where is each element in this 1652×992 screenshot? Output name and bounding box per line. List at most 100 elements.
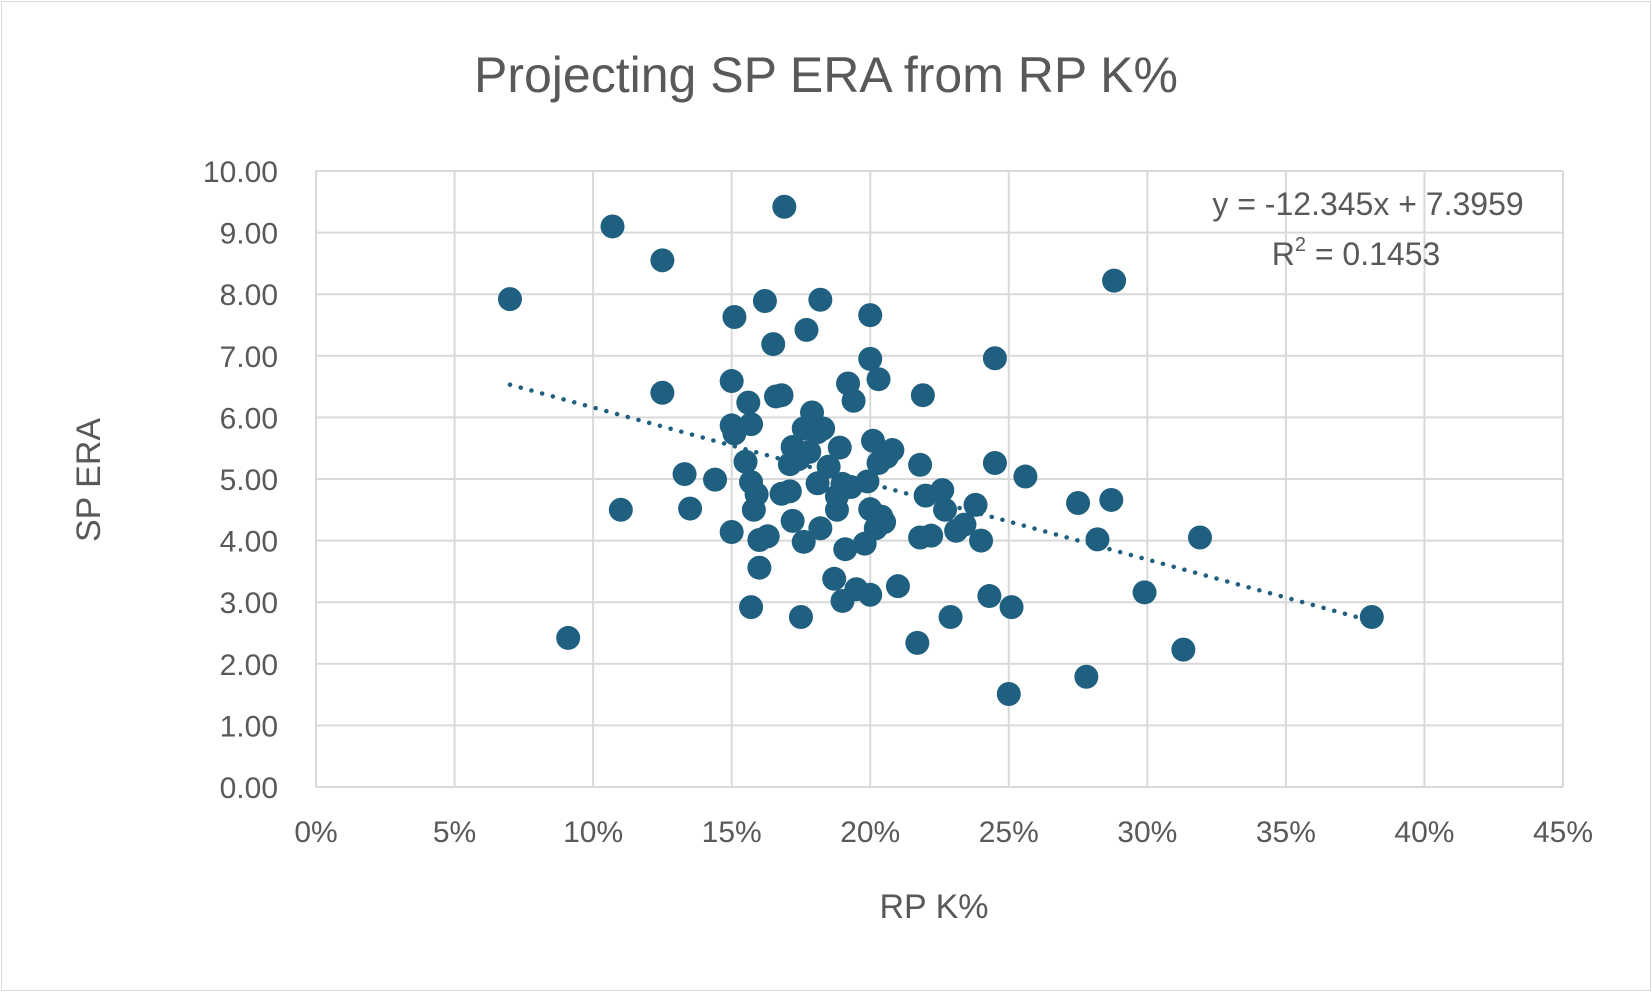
data-point <box>797 439 822 464</box>
trendline-equation: y = -12.345x + 7.3959 <box>1212 186 1523 222</box>
x-tick-label: 10% <box>563 816 623 849</box>
data-point <box>772 194 797 219</box>
y-tick-label: 2.00 <box>220 649 278 682</box>
data-point <box>833 537 858 562</box>
data-point <box>872 510 897 535</box>
y-tick-label: 0.00 <box>220 772 278 805</box>
data-point <box>996 681 1021 706</box>
data-point <box>841 388 866 413</box>
data-point <box>650 380 675 405</box>
data-point <box>600 214 625 239</box>
data-point <box>982 450 1007 475</box>
x-tick-label: 40% <box>1394 816 1454 849</box>
data-point <box>1102 268 1127 293</box>
data-point <box>497 287 522 312</box>
data-point <box>933 497 958 522</box>
data-point <box>722 304 747 329</box>
chart-title: Projecting SP ERA from RP K% <box>474 47 1178 103</box>
data-point <box>982 346 1007 371</box>
data-point <box>963 492 988 517</box>
data-point <box>769 383 794 408</box>
data-point <box>811 416 836 441</box>
data-point <box>827 435 852 460</box>
data-point <box>908 452 933 477</box>
x-axis-title: RP K% <box>880 888 989 926</box>
y-tick-label: 4.00 <box>220 526 278 559</box>
data-point <box>816 454 841 479</box>
r-squared-value: = 0.1453 <box>1306 236 1440 272</box>
data-point <box>952 512 977 537</box>
data-point <box>788 604 813 629</box>
y-axis-title: SP ERA <box>70 418 108 542</box>
trendline-r-squared: R2 = 0.1453 <box>1272 234 1441 272</box>
data-point <box>1099 487 1124 512</box>
x-tick-label: 35% <box>1256 816 1316 849</box>
data-point <box>556 625 581 650</box>
data-point <box>794 317 819 342</box>
data-point <box>858 582 883 607</box>
y-tick-label: 8.00 <box>220 279 278 312</box>
data-point <box>744 482 769 507</box>
data-point <box>739 595 764 620</box>
y-tick-label: 9.00 <box>220 218 278 251</box>
data-point <box>719 519 744 544</box>
x-tick-label: 20% <box>840 816 900 849</box>
data-point <box>672 462 697 487</box>
data-point <box>858 346 883 371</box>
y-tick-label: 1.00 <box>220 710 278 743</box>
data-point <box>822 566 847 591</box>
data-point <box>733 449 758 474</box>
data-point <box>678 496 703 521</box>
data-point <box>885 574 910 599</box>
data-point <box>1085 527 1110 552</box>
data-point <box>880 438 905 463</box>
data-point <box>860 428 885 453</box>
x-tick-label: 15% <box>702 816 762 849</box>
data-point <box>761 332 786 357</box>
data-point <box>719 369 744 394</box>
data-point <box>930 478 955 503</box>
data-point <box>1359 604 1384 629</box>
data-point <box>736 390 761 415</box>
x-axis-tick-labels: 0% 5% 10% 15% 20% 25% 30% 35% 40% 45% <box>294 816 1593 849</box>
data-point <box>703 467 728 492</box>
x-tick-label: 5% <box>433 816 476 849</box>
data-point <box>855 469 880 494</box>
data-points <box>497 194 1384 706</box>
data-point <box>1066 491 1091 516</box>
y-tick-label: 10.00 <box>203 156 278 189</box>
data-point <box>938 604 963 629</box>
data-point <box>1013 464 1038 489</box>
data-point <box>999 595 1024 620</box>
data-point <box>608 497 633 522</box>
x-tick-label: 30% <box>1117 816 1177 849</box>
data-point <box>1171 637 1196 662</box>
r-squared-exponent: 2 <box>1295 234 1306 256</box>
data-point <box>858 303 883 328</box>
data-point <box>1074 664 1099 689</box>
data-point <box>1132 580 1157 605</box>
gridlines <box>315 170 1564 788</box>
r-squared-symbol: R <box>1272 236 1295 272</box>
data-point <box>905 630 930 655</box>
data-point <box>755 524 780 549</box>
x-tick-label: 45% <box>1533 816 1593 849</box>
data-point <box>808 287 833 312</box>
data-point <box>919 523 944 548</box>
data-point <box>866 367 891 392</box>
data-point <box>977 584 1002 609</box>
x-tick-label: 0% <box>294 816 337 849</box>
data-point <box>808 516 833 541</box>
data-point <box>777 479 802 504</box>
data-point <box>739 412 764 437</box>
data-point <box>752 288 777 313</box>
data-point <box>791 529 816 554</box>
data-point <box>969 528 994 553</box>
y-tick-label: 5.00 <box>220 464 278 497</box>
data-point <box>910 383 935 408</box>
data-point <box>1187 525 1212 550</box>
y-axis-tick-labels: 0.00 1.00 2.00 3.00 4.00 5.00 6.00 7.00 8.00 9.00… <box>203 156 278 805</box>
y-tick-label: 6.00 <box>220 402 278 435</box>
data-point <box>747 555 772 580</box>
